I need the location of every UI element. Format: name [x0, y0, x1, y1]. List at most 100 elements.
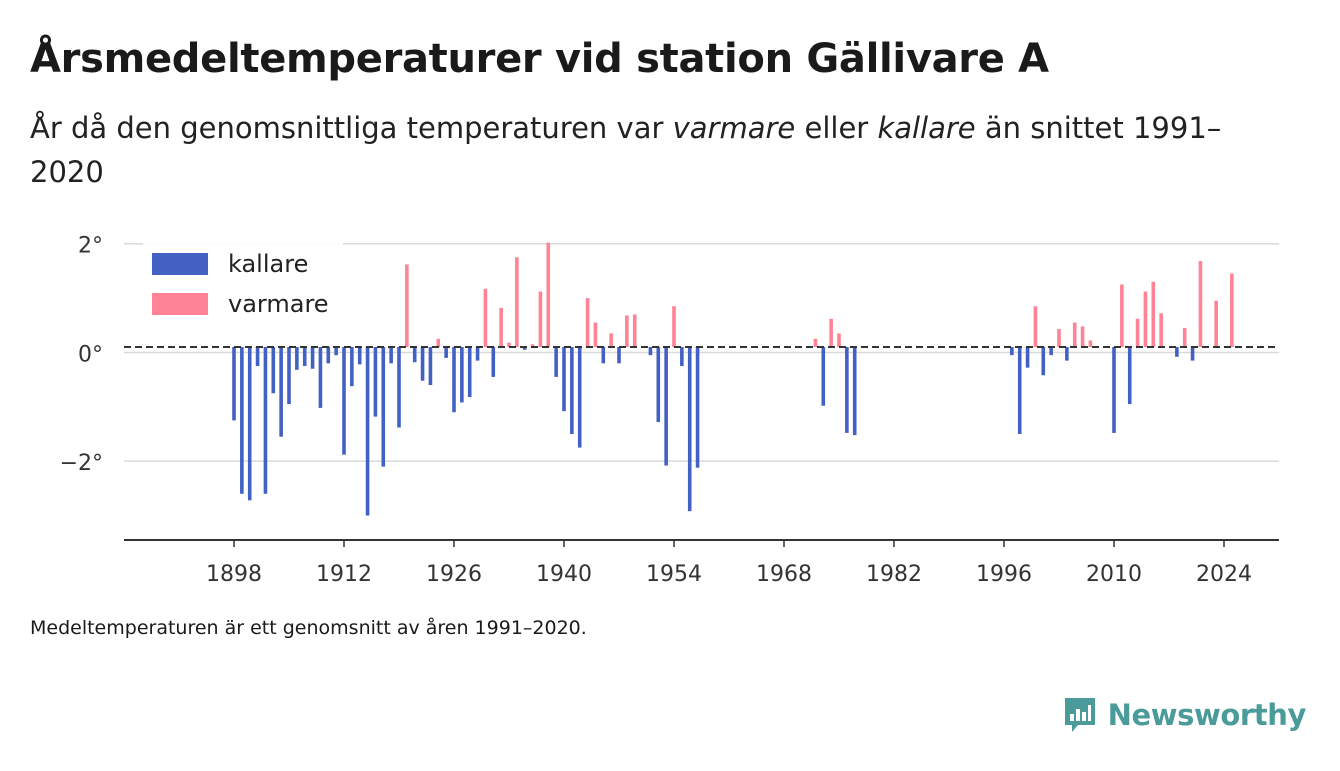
bar-kallare-1973 — [821, 347, 826, 406]
bar-kallare-2018 — [1175, 347, 1179, 357]
subtitle-part-1: År då den genomsnittliga temperaturen va… — [30, 111, 673, 145]
bar-kallare-1899 — [240, 347, 244, 494]
bar-kallare-1918 — [389, 347, 393, 364]
bar-varmare-2021 — [1198, 261, 1203, 348]
bar-kallare-1923 — [428, 347, 433, 386]
x-tick-label: 1996 — [976, 562, 1032, 587]
bar-kallare-1940 — [562, 347, 566, 412]
bar-varmare-1944 — [593, 322, 598, 348]
bar-varmare-1972 — [813, 338, 818, 348]
bar-varmare-1924 — [436, 338, 441, 348]
bar-varmare-1938 — [546, 242, 551, 348]
bar-varmare-1974 — [829, 318, 833, 348]
bar-varmare-1930 — [483, 288, 488, 348]
bar-kallare-1903 — [271, 347, 276, 394]
bar-varmare-2015 — [1151, 281, 1156, 348]
bar-kallare-1942 — [577, 347, 582, 448]
bar-kallare-1914 — [357, 347, 362, 365]
x-tick-label: 1982 — [866, 562, 922, 587]
bar-kallare-1957 — [695, 347, 700, 468]
axes: 2° 0° −2° 1898 1912 1926 1940 1954 1968 1982 1996 2… — [60, 234, 1279, 587]
bar-kallare-1912 — [342, 347, 346, 455]
bar-kallare-1927 — [460, 347, 464, 403]
bar-varmare-2006 — [1080, 326, 1085, 348]
bar-kallare-1931 — [491, 347, 496, 377]
bar-varmare-1934 — [515, 257, 519, 348]
bar-kallare-1935 — [522, 347, 527, 350]
bar-kallare-1941 — [570, 347, 574, 434]
bar-kallare-1952 — [656, 347, 661, 423]
legend: kallare varmare — [143, 243, 343, 323]
temperature-anomaly-chart: 2° 0° −2° 1898 1912 1926 1940 1954 1968 1982 1996 2… — [60, 234, 1279, 587]
footnote: Medeltemperaturen är ett genomsnitt av å… — [30, 617, 587, 639]
bar-kallare-1902 — [263, 347, 268, 494]
bar-kallare-1898 — [232, 347, 236, 421]
x-tick-label: 1968 — [756, 562, 812, 587]
bar-varmare-1949 — [632, 314, 637, 348]
bar-kallare-1907 — [302, 347, 307, 367]
bar-kallare-2002 — [1049, 347, 1053, 356]
bar-kallare-1998 — [1017, 347, 1022, 434]
y-tick-label: −2° — [60, 451, 103, 476]
bar-varmare-1936 — [530, 344, 535, 348]
bar-kallare-1901 — [255, 347, 260, 367]
bar-varmare-2003 — [1057, 329, 1061, 348]
bar-varmare-1954 — [672, 306, 676, 348]
bar-kallare-1945 — [601, 347, 606, 364]
bar-kallare-1947 — [617, 347, 621, 364]
bar-varmare-2016 — [1159, 313, 1163, 348]
bar-kallare-1951 — [648, 347, 653, 356]
bar-varmare-2007 — [1088, 340, 1093, 348]
bar-varmare-1948 — [625, 315, 629, 348]
bar-kallare-1910 — [326, 347, 331, 364]
legend-label-kallare: kallare — [228, 250, 308, 278]
x-tick-label: 1912 — [316, 562, 372, 587]
bar-varmare-2000 — [1033, 306, 1038, 348]
brand-name: Newsworthy — [1107, 698, 1307, 732]
x-tick-label: 1926 — [426, 562, 482, 587]
bars — [232, 242, 1234, 516]
legend-swatch-varmare — [152, 293, 208, 315]
subtitle-warm-word: varmare — [672, 111, 796, 145]
bar-kallare-1913 — [350, 347, 354, 387]
bar-varmare-1933 — [507, 342, 511, 348]
bar-kallare-2020 — [1190, 347, 1195, 361]
bar-kallare-1977 — [852, 347, 857, 436]
bar-kallare-1926 — [452, 347, 456, 413]
x-tick-label: 2010 — [1086, 562, 1142, 587]
bar-varmare-2023 — [1214, 300, 1218, 348]
bar-varmare-2014 — [1143, 291, 1148, 348]
brand-logo: Newsworthy — [1062, 695, 1306, 735]
x-tick-label: 1940 — [536, 562, 592, 587]
bar-kallare-1922 — [420, 347, 425, 381]
legend-label-varmare: varmare — [228, 290, 329, 318]
newsworthy-logo-icon — [1064, 698, 1095, 732]
bar-kallare-1976 — [845, 347, 849, 433]
bar-varmare-1937 — [538, 291, 543, 348]
bar-kallare-1919 — [397, 347, 401, 428]
subtitle-part-3: än snittet 1991–2020 — [30, 111, 1222, 189]
bar-varmare-1946 — [609, 333, 613, 348]
legend-swatch-kallare — [152, 253, 208, 275]
bar-varmare-2019 — [1182, 327, 1187, 348]
bar-kallare-1929 — [475, 347, 480, 361]
bar-varmare-1920 — [405, 264, 409, 348]
bar-kallare-1955 — [680, 347, 684, 367]
bar-varmare-2025 — [1230, 273, 1234, 348]
bar-kallare-1997 — [1010, 347, 1014, 356]
x-tick-label: 1954 — [646, 562, 702, 587]
bar-kallare-1900 — [247, 347, 252, 501]
bar-varmare-2011 — [1120, 284, 1124, 348]
bar-kallare-1915 — [365, 347, 370, 516]
bar-kallare-1999 — [1025, 347, 1030, 368]
bar-kallare-2012 — [1127, 347, 1132, 405]
bar-kallare-1908 — [310, 347, 315, 369]
bar-varmare-1975 — [837, 333, 841, 348]
x-tick-label: 2024 — [1196, 562, 1252, 587]
bar-kallare-1921 — [412, 347, 417, 363]
bar-kallare-2010 — [1112, 347, 1116, 433]
subtitle-cold-word: kallare — [877, 111, 976, 145]
bar-kallare-2001 — [1041, 347, 1046, 376]
subtitle-part-2: eller — [795, 111, 878, 145]
bar-kallare-1906 — [295, 347, 299, 370]
